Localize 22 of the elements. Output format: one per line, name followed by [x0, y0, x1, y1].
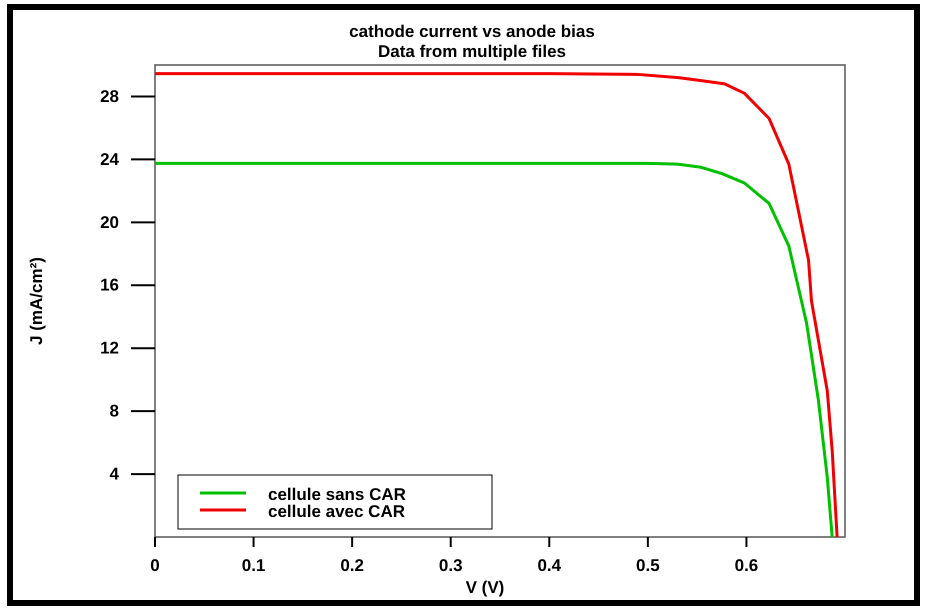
- line-series: [154, 72, 839, 538]
- x-tick-label: 0.5: [636, 556, 660, 576]
- x-tick-label: 0.1: [242, 556, 266, 576]
- x-tick-label: 0.6: [734, 556, 758, 576]
- chart-title: cathode current vs anode bias: [349, 22, 595, 41]
- legend-label: cellule sans CAR: [268, 485, 406, 504]
- x-tick-label: 0.4: [537, 556, 562, 576]
- x-tick-label: 0.3: [438, 556, 463, 576]
- legend-label: cellule avec CAR: [268, 502, 406, 521]
- y-tick-label: 28: [100, 86, 119, 106]
- line-series: [154, 162, 834, 538]
- x-axis-title: V (V): [466, 578, 504, 597]
- y-tick-label: 20: [100, 212, 119, 232]
- chart-subtitle: Data from multiple files: [378, 42, 566, 61]
- x-tick-label: 0: [150, 556, 160, 576]
- y-tick-label: 16: [100, 276, 119, 295]
- y-tick-label: 12: [100, 338, 119, 358]
- y-tick-label: 24: [100, 150, 120, 169]
- y-tick-label: 8: [110, 402, 119, 421]
- y-tick-label: 4: [110, 464, 120, 484]
- y-axis-title: J (mA/cm²): [27, 257, 46, 345]
- x-tick-label: 0.2: [340, 556, 364, 576]
